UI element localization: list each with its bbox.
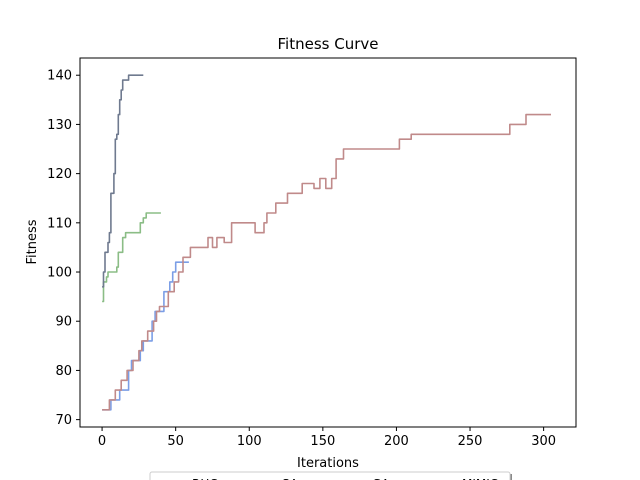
series-line-rhc bbox=[102, 261, 189, 411]
series-line-ga bbox=[102, 212, 161, 303]
x-tick-label: 150 bbox=[310, 434, 335, 449]
y-tick-label: 120 bbox=[47, 167, 72, 182]
axes-frame bbox=[79, 57, 577, 428]
x-tick-label: 100 bbox=[237, 434, 262, 449]
x-tick-label: 300 bbox=[531, 434, 556, 449]
series-line-sa bbox=[102, 113, 551, 411]
series-line-mimic bbox=[102, 74, 144, 288]
legend-box bbox=[149, 471, 511, 480]
x-tick-label: 200 bbox=[384, 434, 409, 449]
legend-label: MIMIC bbox=[462, 477, 498, 480]
y-tick-label: 70 bbox=[55, 413, 72, 428]
chart-title: Fitness Curve bbox=[278, 35, 379, 53]
legend-label: SA bbox=[282, 477, 299, 480]
x-axis: 0 50 100 150 200 250 300 bbox=[98, 427, 556, 449]
plot-area bbox=[102, 74, 551, 411]
x-axis-label: Iterations bbox=[297, 456, 359, 471]
y-axis-label: Fitness bbox=[25, 219, 40, 264]
y-tick-label: 80 bbox=[55, 364, 72, 379]
y-tick-label: 110 bbox=[47, 216, 72, 231]
legend: RHC SA GA MIMIC bbox=[149, 471, 512, 480]
legend-label: RHC bbox=[192, 477, 218, 480]
y-tick-label: 90 bbox=[55, 315, 72, 330]
x-tick-label: 250 bbox=[458, 434, 483, 449]
y-axis: 70 80 90 100 110 120 130 140 bbox=[47, 69, 80, 428]
x-tick-label: 50 bbox=[167, 434, 184, 449]
x-tick-label: 0 bbox=[98, 434, 106, 449]
y-tick-label: 140 bbox=[47, 69, 72, 84]
y-tick-label: 100 bbox=[47, 266, 72, 281]
y-tick-label: 130 bbox=[47, 118, 72, 133]
legend-label: GA bbox=[372, 477, 390, 480]
